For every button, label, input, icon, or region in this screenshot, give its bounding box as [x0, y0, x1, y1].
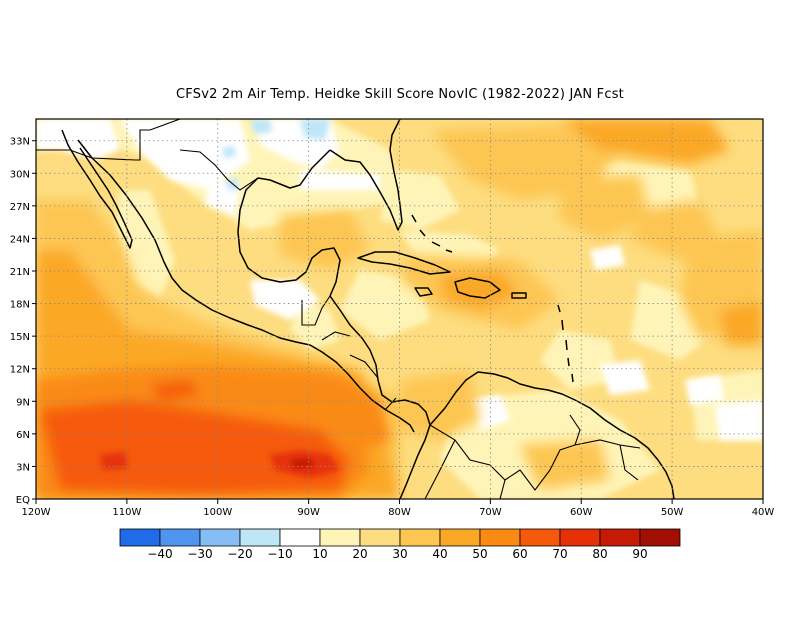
lon-tick-label: 70W: [479, 507, 502, 518]
colorbar-swatch: [479, 528, 521, 547]
colorbar-label: 80: [592, 547, 607, 561]
coastlines: [61, 119, 675, 499]
lat-tick-label: EQ: [16, 495, 30, 506]
colorbar-swatch: [439, 528, 481, 547]
lon-tick-label: 60W: [570, 507, 593, 518]
colorbar-swatch: [279, 528, 321, 547]
graticule: [36, 119, 763, 499]
colorbar-swatch: [599, 528, 641, 547]
map-axes: 120W 110W 100W 90W 80W 70W 60W 50W 40W EQ 3N 6N 9N 12…: [10, 137, 775, 518]
colorbar-label: 50: [472, 547, 487, 561]
lon-tick-label: 80W: [388, 507, 411, 518]
lat-tick-label: 33N: [10, 137, 30, 148]
colorbar-label: −20: [227, 547, 252, 561]
colorbar-label: −10: [267, 547, 292, 561]
lat-tick-label: 27N: [10, 202, 30, 213]
map-title: CFSv2 2m Air Temp. Heidke Skill Score No…: [176, 87, 624, 102]
colorbar-label: 90: [632, 547, 647, 561]
colorbar-swatch: [559, 528, 601, 547]
lat-tick-label: 24N: [10, 234, 30, 245]
lon-tick-label: 110W: [112, 507, 141, 518]
colorbar-label: 60: [512, 547, 527, 561]
colorbar-label: 10: [312, 547, 327, 561]
colorbar-swatch: [399, 528, 441, 547]
lon-tick-label: 90W: [297, 507, 320, 518]
lat-tick-label: 9N: [16, 397, 30, 408]
colorbar-swatch: [319, 528, 361, 547]
colorbar-swatch: [519, 528, 561, 547]
colorbar-label: −40: [147, 547, 172, 561]
lat-tick-label: 3N: [16, 462, 30, 473]
colorbar-label: 70: [552, 547, 567, 561]
lat-tick-label: 15N: [10, 332, 30, 343]
colorbar-swatch: [239, 528, 281, 547]
lat-tick-label: 30N: [10, 169, 30, 180]
colorbar-label: 40: [432, 547, 447, 561]
colorbar-label: 30: [392, 547, 407, 561]
colorbar: −40 −30 −20 −10 10 20 30 40 50 60 70 80 90: [119, 528, 681, 561]
lat-tick-label: 18N: [10, 300, 30, 311]
borders: [36, 119, 641, 499]
colorbar-swatch: [159, 528, 201, 547]
lat-tick-label: 6N: [16, 430, 30, 441]
lon-tick-label: 40W: [752, 507, 775, 518]
colorbar-swatch: [639, 528, 681, 547]
lat-tick-label: 21N: [10, 267, 30, 278]
lon-tick-label: 50W: [661, 507, 684, 518]
lon-tick-label: 100W: [203, 507, 232, 518]
colorbar-label: −30: [187, 547, 212, 561]
colorbar-swatch: [119, 528, 161, 547]
colorbar-label: 20: [352, 547, 367, 561]
colorbar-swatch: [359, 528, 401, 547]
colorbar-swatch: [199, 528, 241, 547]
lat-tick-label: 12N: [10, 365, 30, 376]
lon-tick-label: 120W: [22, 507, 51, 518]
